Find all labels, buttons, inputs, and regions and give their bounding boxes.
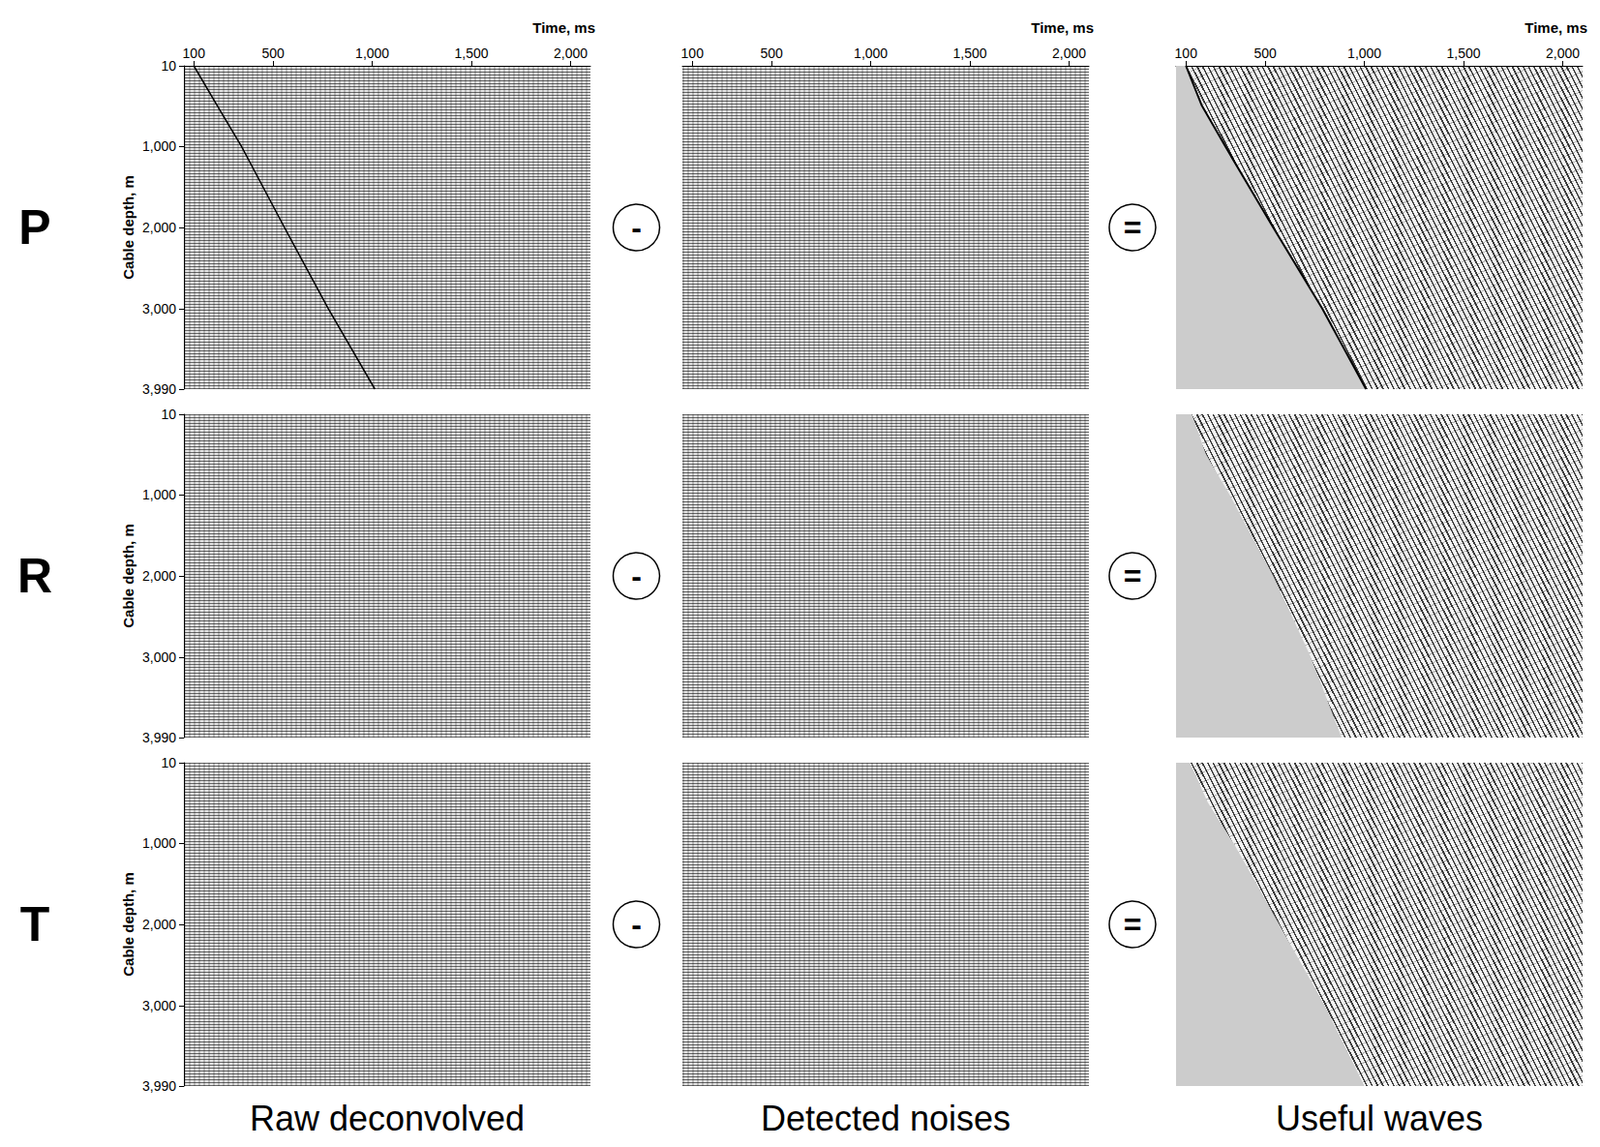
svg-text:Time, ms: Time, ms: [1030, 19, 1094, 36]
svg-text:=: =: [1123, 558, 1143, 594]
svg-text:2,000: 2,000: [142, 219, 177, 236]
svg-text:Time, ms: Time, ms: [532, 19, 596, 36]
svg-text:Useful waves: Useful waves: [1275, 1098, 1483, 1139]
svg-text:3,990: 3,990: [142, 1078, 177, 1094]
svg-text:Cable depth, m: Cable depth, m: [120, 523, 137, 629]
svg-text:3,990: 3,990: [142, 381, 177, 397]
svg-text:10: 10: [160, 58, 177, 74]
svg-text:500: 500: [1254, 45, 1278, 61]
svg-text:1,500: 1,500: [953, 45, 988, 61]
svg-text:-: -: [631, 906, 642, 942]
svg-text:1,000: 1,000: [142, 138, 177, 154]
svg-text:500: 500: [262, 45, 286, 61]
svg-text:100: 100: [182, 45, 207, 61]
svg-text:Time, ms: Time, ms: [1524, 19, 1588, 36]
svg-text:10: 10: [160, 406, 177, 423]
svg-text:500: 500: [760, 45, 785, 61]
svg-text:Raw deconvolved: Raw deconvolved: [249, 1098, 525, 1139]
svg-text:2,000: 2,000: [142, 916, 177, 933]
svg-text:P: P: [18, 200, 51, 255]
svg-text:T: T: [20, 897, 51, 952]
svg-text:Cable depth, m: Cable depth, m: [120, 872, 137, 977]
svg-text:-: -: [631, 558, 642, 594]
svg-text:10: 10: [160, 754, 177, 771]
svg-text:1,000: 1,000: [1347, 45, 1382, 61]
svg-text:1,000: 1,000: [355, 45, 390, 61]
svg-text:=: =: [1123, 906, 1143, 942]
svg-text:2,000: 2,000: [553, 45, 588, 61]
svg-text:=: =: [1123, 210, 1143, 245]
svg-text:Detected noises: Detected noises: [760, 1098, 1011, 1139]
svg-text:3,990: 3,990: [142, 729, 177, 746]
svg-text:1,500: 1,500: [1447, 45, 1481, 61]
svg-text:3,000: 3,000: [142, 649, 177, 665]
svg-text:1,000: 1,000: [142, 835, 177, 851]
svg-text:3,000: 3,000: [142, 301, 177, 317]
svg-text:2,000: 2,000: [1052, 45, 1087, 61]
svg-text:1,000: 1,000: [142, 486, 177, 503]
svg-text:1,500: 1,500: [454, 45, 489, 61]
svg-text:R: R: [17, 548, 53, 604]
svg-text:100: 100: [1175, 45, 1199, 61]
svg-text:2,000: 2,000: [1545, 45, 1580, 61]
svg-text:-: -: [631, 210, 642, 245]
svg-text:100: 100: [681, 45, 705, 61]
svg-text:Cable depth, m: Cable depth, m: [120, 175, 137, 280]
svg-text:3,000: 3,000: [142, 997, 177, 1014]
svg-text:1,000: 1,000: [853, 45, 888, 61]
svg-text:2,000: 2,000: [142, 568, 177, 584]
